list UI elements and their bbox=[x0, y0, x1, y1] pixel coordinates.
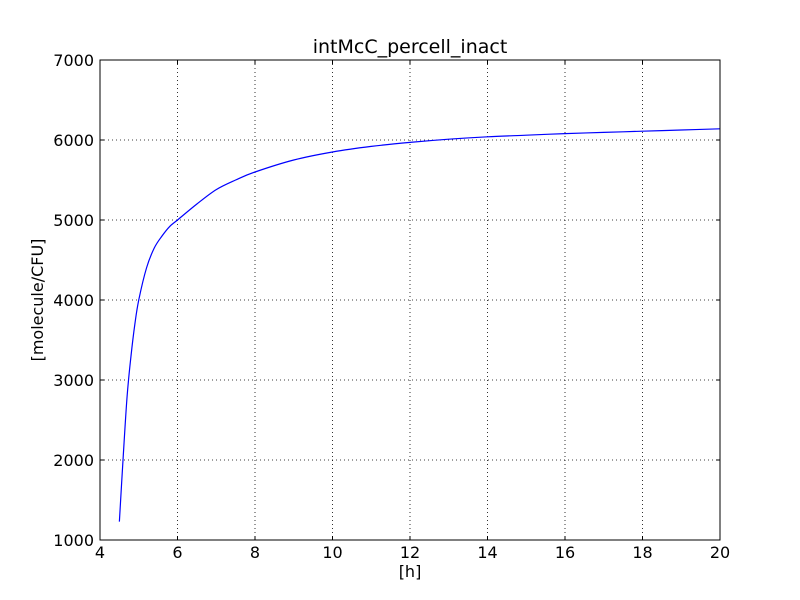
x-axis-label: [h] bbox=[399, 562, 422, 581]
y-tick-label: 5000 bbox=[53, 211, 94, 230]
x-tick-label: 10 bbox=[322, 543, 342, 562]
x-tick-label: 12 bbox=[400, 543, 420, 562]
y-tick-label: 4000 bbox=[53, 291, 94, 310]
x-tick-label: 8 bbox=[250, 543, 260, 562]
x-tick-label: 18 bbox=[632, 543, 652, 562]
chart-title: intMcC_percell_inact bbox=[313, 36, 508, 58]
x-tick-label: 4 bbox=[95, 543, 105, 562]
y-tick-labels: 1000 2000 3000 4000 5000 6000 7000 bbox=[53, 51, 94, 550]
y-tick-label: 2000 bbox=[53, 451, 94, 470]
ticks bbox=[99, 59, 721, 541]
y-tick-label: 7000 bbox=[53, 51, 94, 70]
y-tick-label: 1000 bbox=[53, 531, 94, 550]
x-tick-label: 14 bbox=[477, 543, 497, 562]
series-layer bbox=[118, 128, 721, 522]
y-axis-label: [molecule/CFU] bbox=[28, 239, 47, 362]
x-tick-label: 20 bbox=[710, 543, 730, 562]
y-tick-label: 6000 bbox=[53, 131, 94, 150]
x-tick-label: 6 bbox=[172, 543, 182, 562]
grid-lines bbox=[100, 60, 720, 540]
series-line bbox=[118, 128, 721, 522]
x-tick-label: 16 bbox=[555, 543, 575, 562]
x-tick-labels: 4 6 8 10 12 14 16 18 20 bbox=[95, 543, 730, 562]
y-tick-label: 3000 bbox=[53, 371, 94, 390]
